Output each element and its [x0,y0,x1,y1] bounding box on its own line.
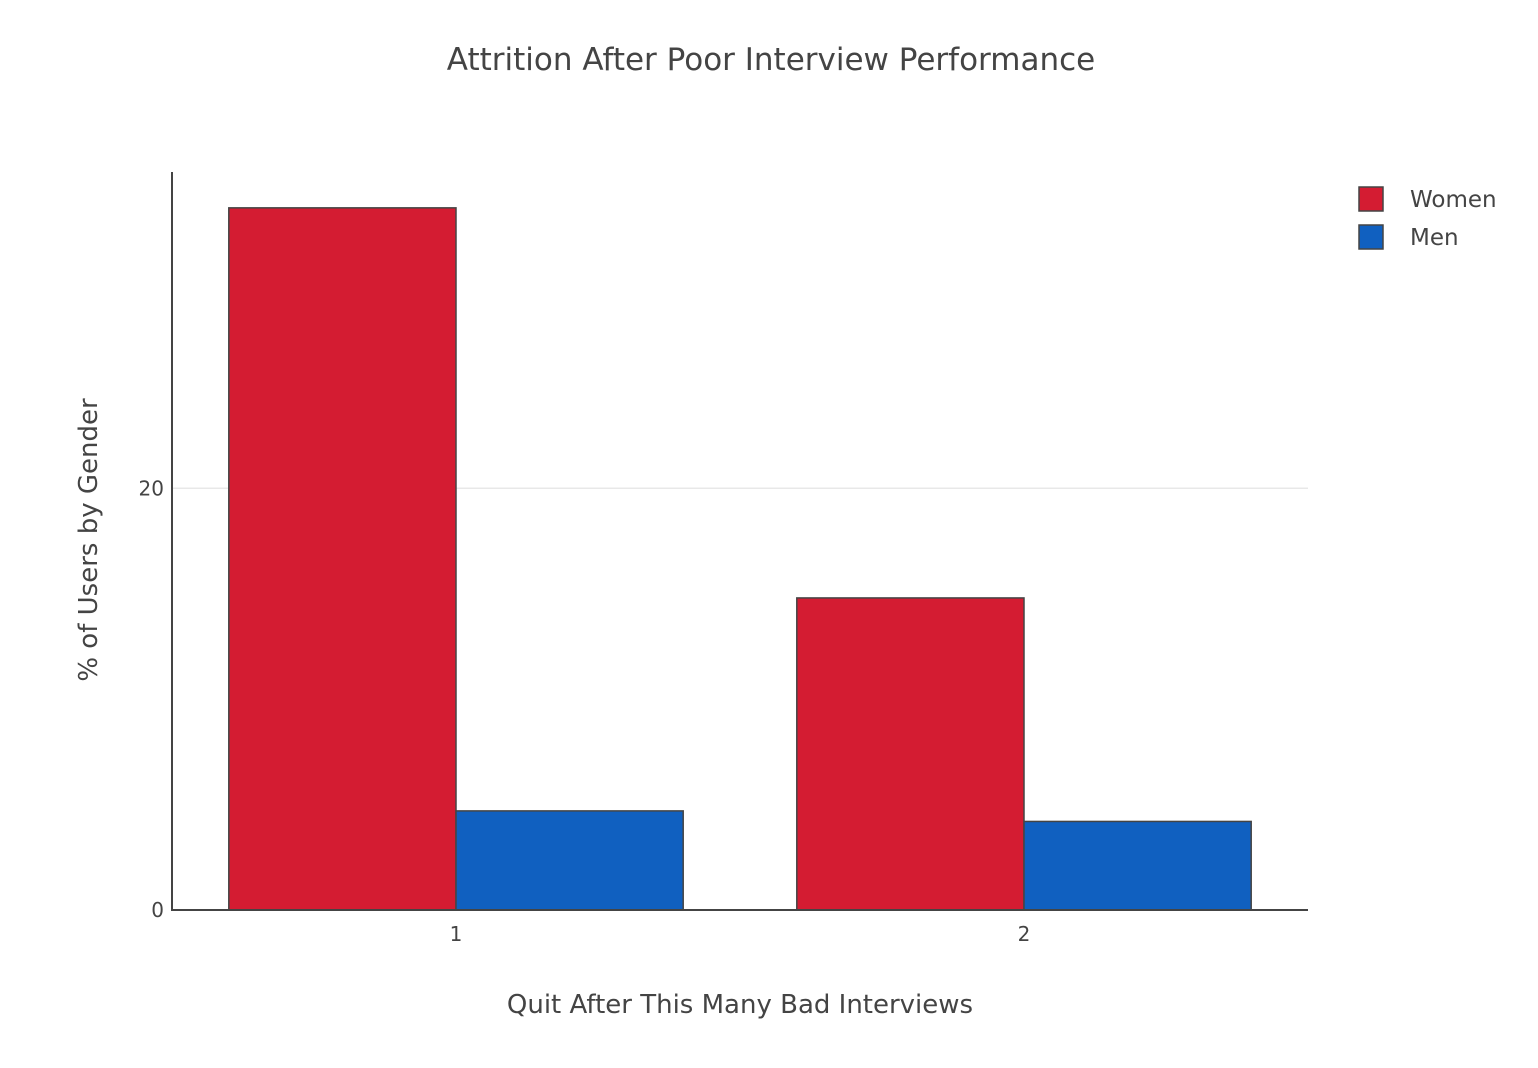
legend: Women Men [1358,186,1497,251]
bar-women-1 [228,207,457,911]
bar-men-1 [455,810,684,911]
bar-men-2 [1023,820,1252,911]
y-axis-title: % of Users by Gender [74,398,104,682]
x-tick-label: 1 [450,922,463,946]
legend-swatch-women [1358,186,1384,212]
x-tick-label: 2 [1018,922,1031,946]
chart-title: Attrition After Poor Interview Performan… [447,42,1095,78]
legend-label-men: Men [1410,225,1459,251]
bar-women-2 [796,597,1025,911]
bars-group [228,207,1252,911]
y-axis-ticks: 0 20 [139,476,164,922]
legend-swatch-men [1358,224,1384,250]
legend-label-women: Women [1410,187,1497,213]
y-tick-label: 20 [139,476,164,500]
y-tick-label: 0 [151,898,164,922]
x-axis-title: Quit After This Many Bad Interviews [507,990,973,1020]
